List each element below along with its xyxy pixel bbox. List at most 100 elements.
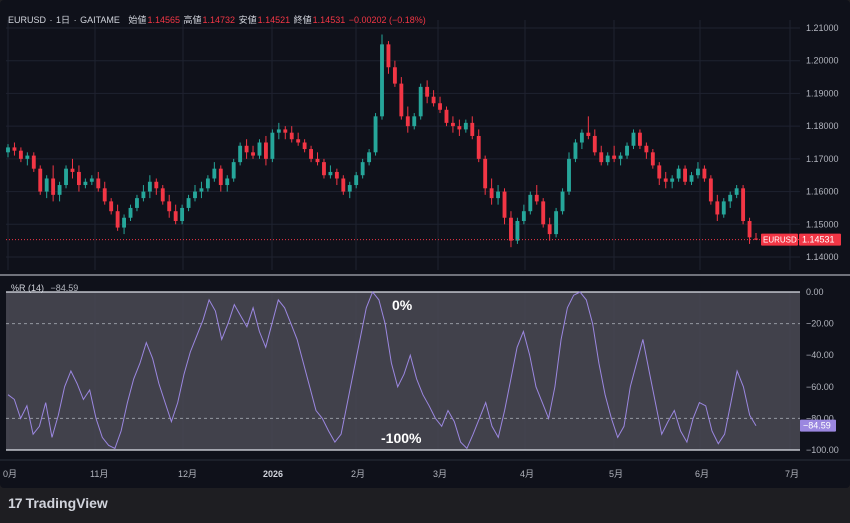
candle-body — [341, 178, 346, 192]
candle-body — [605, 155, 610, 163]
candle-body — [218, 168, 223, 186]
candle-body — [560, 191, 565, 212]
price-tick-label: 1.20000 — [806, 56, 839, 66]
candle-body — [405, 116, 410, 127]
candle-body — [425, 86, 430, 97]
candle-body — [167, 201, 172, 212]
price-tick-label: 1.16000 — [806, 187, 839, 197]
symbol-header: EURUSD · 1日 · GAITAME 始値1.14565 高値1.1473… — [8, 15, 426, 25]
high-label: 高値 — [183, 15, 202, 25]
candle-body — [380, 44, 384, 117]
candle-body — [586, 132, 591, 136]
candle-body — [225, 178, 230, 186]
williams-r-line — [7, 291, 757, 450]
last-symbol-tag — [761, 233, 798, 246]
candle-body — [734, 188, 739, 195]
candle-body — [283, 129, 288, 133]
time-tick-label: 2026 — [263, 469, 283, 479]
candle-body — [180, 207, 185, 222]
change-value: −0.00202 (−0.18%) — [348, 15, 426, 25]
candle-body — [444, 109, 449, 123]
candle-body — [450, 122, 455, 127]
low-label: 安値 — [238, 15, 257, 25]
candle-body — [496, 191, 501, 199]
candle-body — [289, 132, 294, 140]
candle-body — [431, 96, 436, 104]
candle-body — [76, 171, 81, 186]
candle-body — [702, 168, 707, 179]
price-tick-label: 1.21000 — [806, 23, 839, 33]
candle-body — [212, 168, 217, 179]
time-tick-label: 4月 — [520, 469, 534, 479]
candle-body — [128, 207, 133, 218]
indicator-tick-label: −60.00 — [806, 382, 834, 392]
candle-body — [109, 201, 114, 212]
price-tick-label: 1.15000 — [806, 219, 839, 229]
indicator-tick-label: −20.00 — [806, 319, 834, 329]
candle-body — [141, 191, 146, 199]
symbol-name[interactable]: EURUSD — [8, 15, 47, 25]
candle-body — [463, 122, 468, 130]
candle-body — [25, 155, 30, 159]
candle-body — [373, 116, 378, 153]
candle-body — [592, 135, 597, 153]
candle-body — [347, 185, 352, 192]
candle-body — [64, 168, 68, 186]
price-tick-label: 1.19000 — [806, 88, 839, 98]
indicator-band — [6, 292, 800, 450]
candle-body — [728, 194, 733, 202]
candle-body — [618, 155, 623, 159]
candle-body — [534, 194, 539, 202]
candle-body — [309, 149, 314, 159]
candle-body — [386, 44, 391, 68]
chart-canvas[interactable]: 1.21000 1.20000 1.19000 1.18000 1.17000 1.160… — [0, 0, 850, 488]
candle-body — [102, 188, 107, 202]
tradingview-logo[interactable]: 17 TradingView — [8, 495, 108, 511]
indicator-tick-label: −100.00 — [806, 445, 839, 455]
last-price-label: 1.14531 — [802, 235, 835, 245]
candle-body — [315, 158, 320, 163]
candle-body — [18, 150, 23, 159]
candle-body — [392, 67, 397, 84]
indicator-legend[interactable]: %R (14) −84.59 — [11, 283, 78, 293]
candle-body — [412, 116, 417, 127]
candle-body — [579, 132, 584, 143]
candle-body — [205, 178, 210, 189]
candle-body — [502, 191, 507, 218]
candle-body — [644, 145, 649, 153]
candle-body — [631, 132, 636, 146]
candle-body — [754, 238, 758, 240]
time-tick-label: 6月 — [695, 469, 709, 479]
indicator-name: %R (14) — [11, 283, 45, 293]
last-price-tag — [799, 233, 841, 246]
close-value: 1.14531 — [312, 15, 346, 25]
interval[interactable]: 1日 — [56, 15, 71, 25]
candle-body — [541, 201, 546, 225]
close-label: 終値 — [293, 15, 312, 25]
candle-body — [547, 224, 552, 235]
time-tick-label: 5月 — [609, 469, 623, 479]
candle-body — [186, 198, 191, 208]
candle-body — [554, 211, 559, 235]
candle-body — [83, 181, 88, 186]
candle-body — [676, 168, 681, 179]
open-value: 1.14565 — [147, 15, 180, 25]
indicator-tick-label: −80.00 — [806, 413, 834, 423]
candle-body — [489, 188, 494, 199]
candle-body — [637, 132, 642, 146]
time-tick-label: 11月 — [90, 469, 108, 479]
tradingview-logo-icon: 17 — [8, 495, 23, 511]
candle-body — [57, 185, 62, 195]
candle-body — [6, 147, 10, 153]
candle-body — [147, 181, 152, 192]
candle-body — [296, 139, 301, 143]
candle-body — [122, 217, 127, 228]
candle-body — [270, 132, 275, 159]
upper-level-text: 0% — [392, 297, 413, 313]
candle-body — [418, 86, 423, 117]
candle-body — [483, 158, 488, 189]
time-tick-label: 3月 — [433, 469, 447, 479]
candle-body — [528, 194, 533, 212]
candle-body — [476, 135, 481, 159]
candle-body — [263, 142, 268, 159]
